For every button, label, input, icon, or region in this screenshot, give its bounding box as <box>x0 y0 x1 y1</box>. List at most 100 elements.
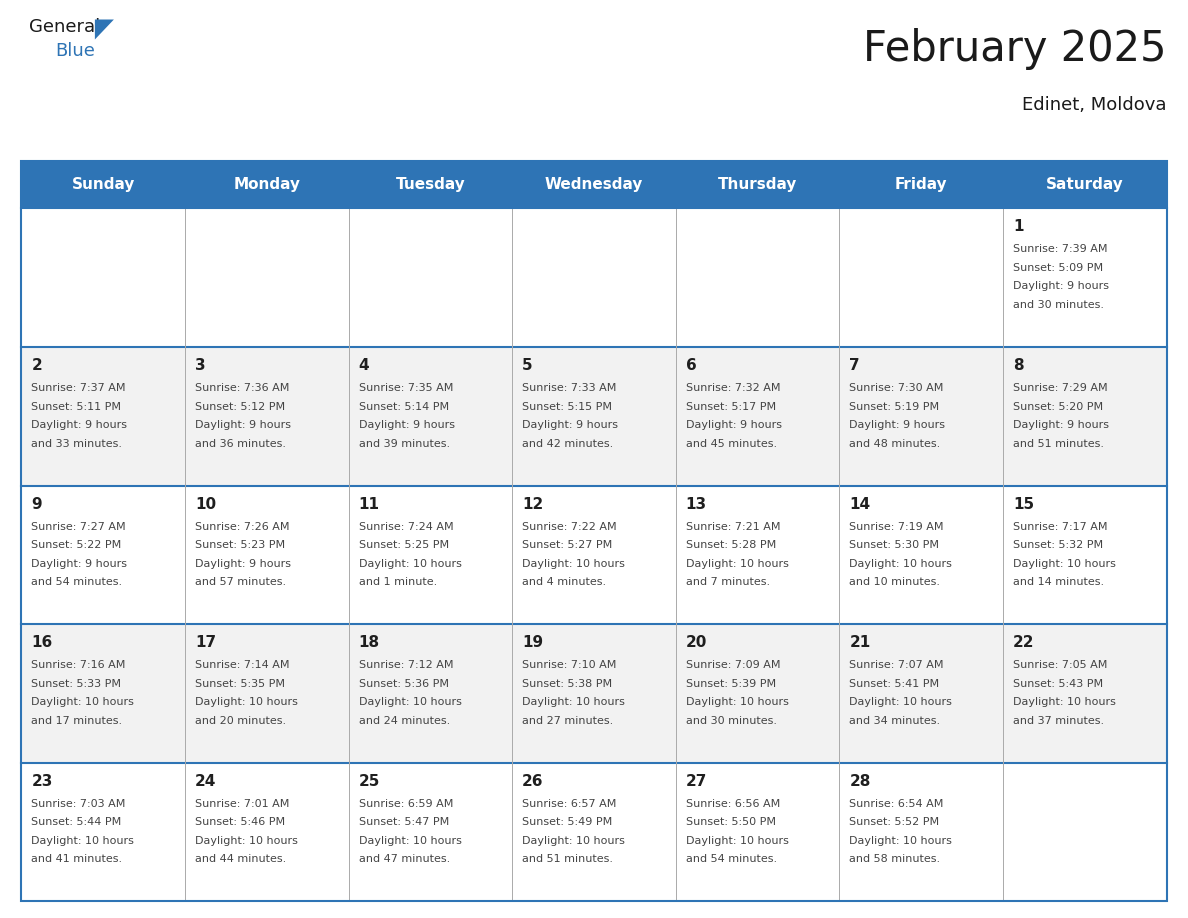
Bar <box>676 624 840 763</box>
Text: and 54 minutes.: and 54 minutes. <box>31 577 122 588</box>
Text: Daylight: 10 hours: Daylight: 10 hours <box>359 698 461 707</box>
Text: 11: 11 <box>359 497 380 511</box>
Text: Sunset: 5:11 PM: Sunset: 5:11 PM <box>31 401 121 411</box>
Bar <box>512 763 676 901</box>
Text: Daylight: 9 hours: Daylight: 9 hours <box>849 420 946 430</box>
Text: Sunrise: 7:17 AM: Sunrise: 7:17 AM <box>1013 521 1107 532</box>
Text: and 47 minutes.: and 47 minutes. <box>359 855 450 865</box>
Text: Sunrise: 7:12 AM: Sunrise: 7:12 AM <box>359 660 453 670</box>
Bar <box>1003 347 1167 486</box>
Text: Daylight: 10 hours: Daylight: 10 hours <box>31 698 134 707</box>
Text: Daylight: 10 hours: Daylight: 10 hours <box>195 836 298 845</box>
Text: February 2025: February 2025 <box>864 28 1167 70</box>
Text: and 44 minutes.: and 44 minutes. <box>195 855 286 865</box>
Text: Sunset: 5:17 PM: Sunset: 5:17 PM <box>685 401 776 411</box>
Text: Sunrise: 7:07 AM: Sunrise: 7:07 AM <box>849 660 944 670</box>
Text: Sunrise: 7:33 AM: Sunrise: 7:33 AM <box>523 383 617 393</box>
Text: Sunset: 5:39 PM: Sunset: 5:39 PM <box>685 678 776 688</box>
Text: Sunday: Sunday <box>71 177 135 192</box>
Bar <box>840 763 1003 901</box>
Text: Sunrise: 6:59 AM: Sunrise: 6:59 AM <box>359 799 453 809</box>
Text: and 33 minutes.: and 33 minutes. <box>31 439 122 449</box>
Text: and 34 minutes.: and 34 minutes. <box>849 716 941 726</box>
Text: Sunrise: 7:03 AM: Sunrise: 7:03 AM <box>31 799 126 809</box>
Bar <box>348 208 512 347</box>
Text: 18: 18 <box>359 635 380 650</box>
Text: Daylight: 10 hours: Daylight: 10 hours <box>849 698 953 707</box>
Text: and 1 minute.: and 1 minute. <box>359 577 437 588</box>
Text: Daylight: 10 hours: Daylight: 10 hours <box>523 836 625 845</box>
Text: and 17 minutes.: and 17 minutes. <box>31 716 122 726</box>
Text: and 54 minutes.: and 54 minutes. <box>685 855 777 865</box>
Text: Daylight: 10 hours: Daylight: 10 hours <box>359 836 461 845</box>
Text: Daylight: 10 hours: Daylight: 10 hours <box>523 559 625 568</box>
Text: Daylight: 10 hours: Daylight: 10 hours <box>685 836 789 845</box>
Text: Wednesday: Wednesday <box>545 177 643 192</box>
Text: Daylight: 9 hours: Daylight: 9 hours <box>685 420 782 430</box>
Text: Daylight: 10 hours: Daylight: 10 hours <box>195 698 298 707</box>
Text: Sunrise: 7:01 AM: Sunrise: 7:01 AM <box>195 799 290 809</box>
Text: Sunset: 5:23 PM: Sunset: 5:23 PM <box>195 540 285 550</box>
Text: General: General <box>30 18 101 36</box>
Text: 24: 24 <box>195 774 216 789</box>
Text: Friday: Friday <box>895 177 948 192</box>
Text: Sunrise: 6:57 AM: Sunrise: 6:57 AM <box>523 799 617 809</box>
Text: and 4 minutes.: and 4 minutes. <box>523 577 606 588</box>
Text: Tuesday: Tuesday <box>396 177 466 192</box>
Text: and 58 minutes.: and 58 minutes. <box>849 855 941 865</box>
Text: Daylight: 10 hours: Daylight: 10 hours <box>1013 698 1116 707</box>
Bar <box>840 624 1003 763</box>
Text: 14: 14 <box>849 497 871 511</box>
Text: Sunrise: 7:09 AM: Sunrise: 7:09 AM <box>685 660 781 670</box>
Text: Sunrise: 7:32 AM: Sunrise: 7:32 AM <box>685 383 781 393</box>
Text: Sunset: 5:44 PM: Sunset: 5:44 PM <box>31 817 121 827</box>
Bar <box>21 347 185 486</box>
Text: Sunrise: 7:39 AM: Sunrise: 7:39 AM <box>1013 244 1107 254</box>
Text: 25: 25 <box>359 774 380 789</box>
Text: Daylight: 9 hours: Daylight: 9 hours <box>31 559 127 568</box>
Text: and 45 minutes.: and 45 minutes. <box>685 439 777 449</box>
Text: 21: 21 <box>849 635 871 650</box>
Text: Sunset: 5:30 PM: Sunset: 5:30 PM <box>849 540 940 550</box>
Bar <box>185 486 348 624</box>
Bar <box>840 208 1003 347</box>
Text: 28: 28 <box>849 774 871 789</box>
Bar <box>185 624 348 763</box>
Text: and 39 minutes.: and 39 minutes. <box>359 439 450 449</box>
Text: Daylight: 9 hours: Daylight: 9 hours <box>31 420 127 430</box>
Text: Sunrise: 7:21 AM: Sunrise: 7:21 AM <box>685 521 781 532</box>
Bar <box>348 624 512 763</box>
Text: Sunrise: 7:19 AM: Sunrise: 7:19 AM <box>849 521 944 532</box>
Text: Edinet, Moldova: Edinet, Moldova <box>1022 96 1167 114</box>
Text: Sunset: 5:35 PM: Sunset: 5:35 PM <box>195 678 285 688</box>
Text: 9: 9 <box>31 497 42 511</box>
Text: Daylight: 10 hours: Daylight: 10 hours <box>523 698 625 707</box>
Bar <box>21 763 185 901</box>
Text: Daylight: 9 hours: Daylight: 9 hours <box>195 559 291 568</box>
Text: Sunrise: 6:54 AM: Sunrise: 6:54 AM <box>849 799 943 809</box>
Text: Sunset: 5:32 PM: Sunset: 5:32 PM <box>1013 540 1104 550</box>
Text: Sunrise: 7:27 AM: Sunrise: 7:27 AM <box>31 521 126 532</box>
Text: Sunrise: 7:05 AM: Sunrise: 7:05 AM <box>1013 660 1107 670</box>
Text: Sunrise: 7:14 AM: Sunrise: 7:14 AM <box>195 660 290 670</box>
Text: Daylight: 9 hours: Daylight: 9 hours <box>1013 282 1110 291</box>
Text: Daylight: 10 hours: Daylight: 10 hours <box>849 836 953 845</box>
Text: 8: 8 <box>1013 358 1024 373</box>
Text: Monday: Monday <box>233 177 301 192</box>
Text: Sunrise: 7:26 AM: Sunrise: 7:26 AM <box>195 521 290 532</box>
Text: and 20 minutes.: and 20 minutes. <box>195 716 286 726</box>
Bar <box>21 486 185 624</box>
Bar <box>676 763 840 901</box>
Bar <box>512 347 676 486</box>
Bar <box>348 763 512 901</box>
Text: 26: 26 <box>523 774 544 789</box>
Text: and 42 minutes.: and 42 minutes. <box>523 439 613 449</box>
Text: Sunrise: 7:16 AM: Sunrise: 7:16 AM <box>31 660 126 670</box>
Text: 16: 16 <box>31 635 52 650</box>
Text: Daylight: 10 hours: Daylight: 10 hours <box>31 836 134 845</box>
Text: Blue: Blue <box>56 42 95 61</box>
Text: and 36 minutes.: and 36 minutes. <box>195 439 286 449</box>
Text: Sunrise: 7:24 AM: Sunrise: 7:24 AM <box>359 521 453 532</box>
Text: Daylight: 10 hours: Daylight: 10 hours <box>685 698 789 707</box>
Text: Sunset: 5:33 PM: Sunset: 5:33 PM <box>31 678 121 688</box>
